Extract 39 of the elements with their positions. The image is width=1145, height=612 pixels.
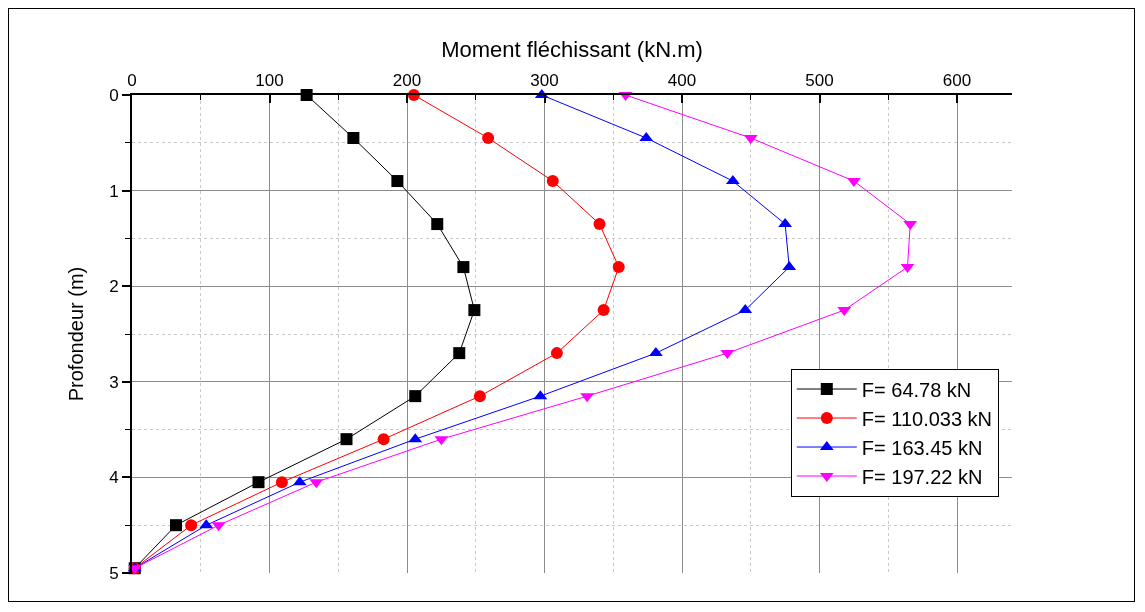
x-axis-title: Moment fléchissant (kN.m) bbox=[441, 36, 703, 62]
point bbox=[473, 390, 486, 403]
point bbox=[391, 175, 404, 188]
point bbox=[468, 304, 481, 317]
point bbox=[593, 218, 606, 231]
legend-label: F= 197.22 kN bbox=[861, 465, 983, 488]
y-axis-title: Profondeur (m) bbox=[65, 266, 88, 402]
point bbox=[457, 261, 470, 274]
x-tick-label: 300 bbox=[530, 71, 559, 91]
x-tick-label: 100 bbox=[255, 71, 284, 91]
x-tick-label: 0 bbox=[127, 71, 137, 91]
y-tick-label: 2 bbox=[109, 277, 119, 297]
y-tick-label: 1 bbox=[109, 181, 119, 201]
point bbox=[347, 132, 360, 145]
point bbox=[453, 347, 466, 360]
x-tick-label: 200 bbox=[392, 71, 422, 91]
point bbox=[340, 433, 353, 446]
y-tick-label: 4 bbox=[109, 468, 119, 488]
point bbox=[252, 476, 265, 489]
point bbox=[275, 476, 288, 489]
point bbox=[550, 347, 563, 360]
x-tick-label: 400 bbox=[667, 71, 697, 91]
point bbox=[597, 304, 610, 317]
point bbox=[409, 390, 422, 403]
point bbox=[482, 132, 495, 145]
point bbox=[185, 519, 198, 532]
point bbox=[546, 175, 559, 188]
legend-label: F= 110.033 kN bbox=[861, 407, 993, 430]
point bbox=[377, 433, 390, 446]
point bbox=[431, 218, 444, 231]
legend-label: F= 163.45 kN bbox=[861, 436, 983, 459]
x-tick-label: 600 bbox=[942, 71, 972, 91]
point bbox=[170, 519, 182, 532]
x-tick-label: 500 bbox=[805, 71, 834, 91]
point bbox=[612, 261, 625, 274]
y-tick-label: 5 bbox=[109, 563, 119, 583]
y-tick-label: 0 bbox=[109, 85, 119, 105]
y-tick-label: 3 bbox=[109, 372, 119, 392]
legend-label: F= 64.78 kN bbox=[861, 378, 972, 401]
